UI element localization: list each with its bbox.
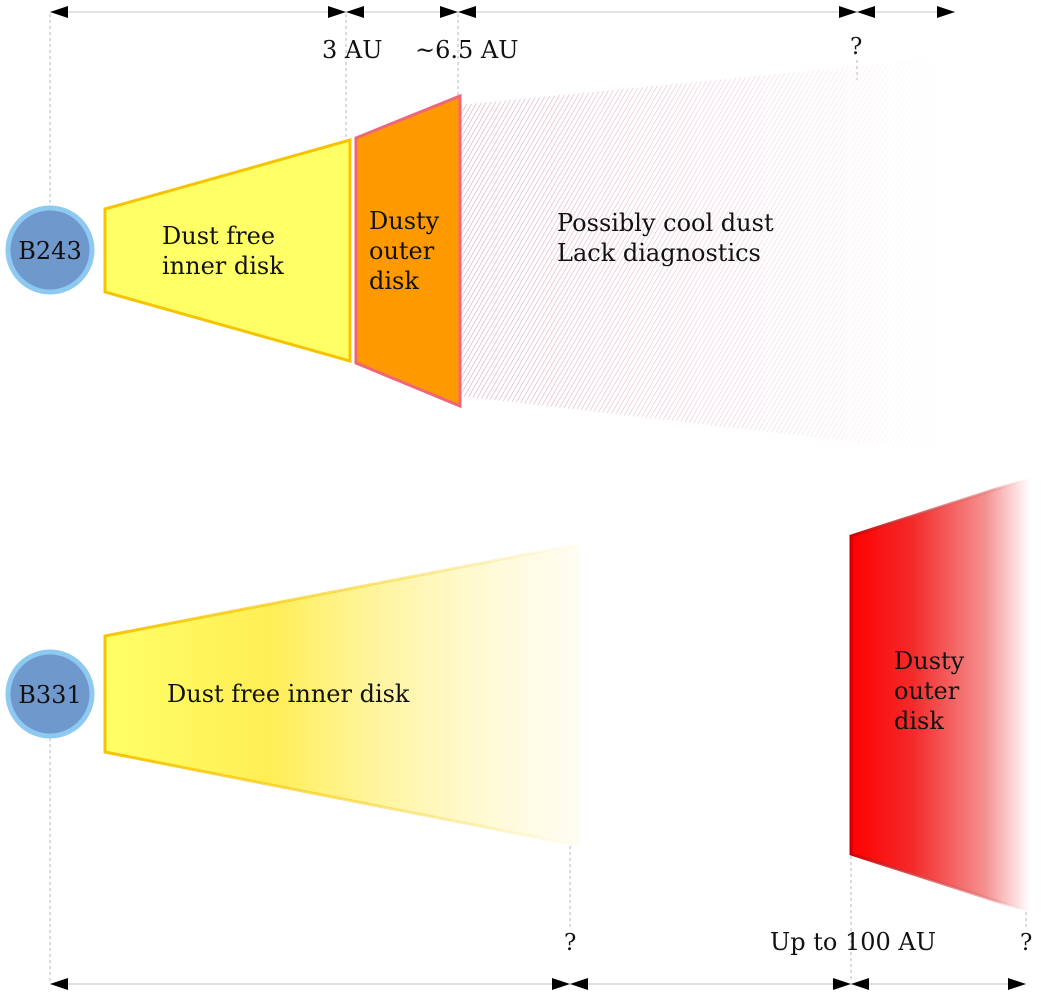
- bottom-inner-disk: [103, 542, 582, 848]
- bottom-arrowhead-right-2: [833, 978, 851, 990]
- bottom-arrowhead-left-1: [50, 978, 68, 990]
- b243-star: [5, 205, 95, 295]
- bottom-outer-disk-label-line-2: outer: [894, 677, 960, 705]
- bottom-outer-disk: [849, 475, 1032, 915]
- top-arrowhead-left-3: [458, 6, 476, 18]
- bottom-inner-disk-label: Dust free inner disk: [167, 680, 410, 708]
- top-arrowhead-right-4: [937, 6, 955, 18]
- top-outer-disk: [354, 93, 462, 409]
- top-arrowhead-right-1: [328, 6, 346, 18]
- bottom-system: B331 Dust free inner disk Dusty outer di…: [5, 475, 1032, 915]
- top-arrowhead-right-2: [440, 6, 458, 18]
- top-arrowhead-right-3: [839, 6, 857, 18]
- bottom-arrowhead-right-1: [552, 978, 570, 990]
- bottom-arrowhead-right-3: [1008, 978, 1026, 990]
- top-scale-label-3au: 3 AU: [322, 36, 382, 64]
- bottom-outer-disk-label-line-1: Dusty: [894, 647, 965, 675]
- top-scale-label-unknown: ?: [850, 34, 862, 60]
- cool-dust-label-line-1: Possibly cool dust: [557, 209, 774, 237]
- bottom-arrowhead-left-2: [570, 978, 588, 990]
- cool-dust-label-line-2: Lack diagnostics: [557, 239, 761, 267]
- bottom-scale-label-outer-unknown: ?: [1020, 930, 1032, 956]
- b331-star: [5, 649, 95, 739]
- bottom-scale-label-100au: Up to 100 AU: [770, 928, 936, 956]
- cool-dust-region: [460, 58, 940, 452]
- b243-star-label: B243: [18, 237, 81, 265]
- top-arrowhead-left-1: [50, 6, 68, 18]
- b331-star-label: B331: [18, 681, 81, 709]
- top-system: B243 Dust free inner disk Dusty outer di…: [5, 58, 940, 452]
- top-outer-disk-label-line-3: disk: [369, 267, 419, 295]
- top-scale-bar: 3 AU ~6.5 AU ?: [49, 6, 955, 210]
- top-arrowhead-left-2: [346, 6, 364, 18]
- bottom-scale-label-inner-unknown: ?: [564, 930, 576, 956]
- top-outer-disk-label-line-2: outer: [369, 237, 435, 265]
- bottom-outer-disk-label-line-3: disk: [894, 707, 944, 735]
- cool-dust-hatch: [460, 58, 940, 452]
- top-arrowhead-left-4: [857, 6, 875, 18]
- top-inner-disk-label-line-2: inner disk: [162, 252, 284, 280]
- top-inner-disk: [103, 138, 352, 363]
- top-inner-disk-label-line-1: Dust free: [162, 222, 275, 250]
- top-scale-label-6au: ~6.5 AU: [415, 36, 518, 64]
- top-outer-disk-label-line-1: Dusty: [369, 207, 440, 235]
- bottom-scale-bar: ? Up to 100 AU ?: [49, 738, 1032, 990]
- bottom-arrowhead-left-3: [851, 978, 869, 990]
